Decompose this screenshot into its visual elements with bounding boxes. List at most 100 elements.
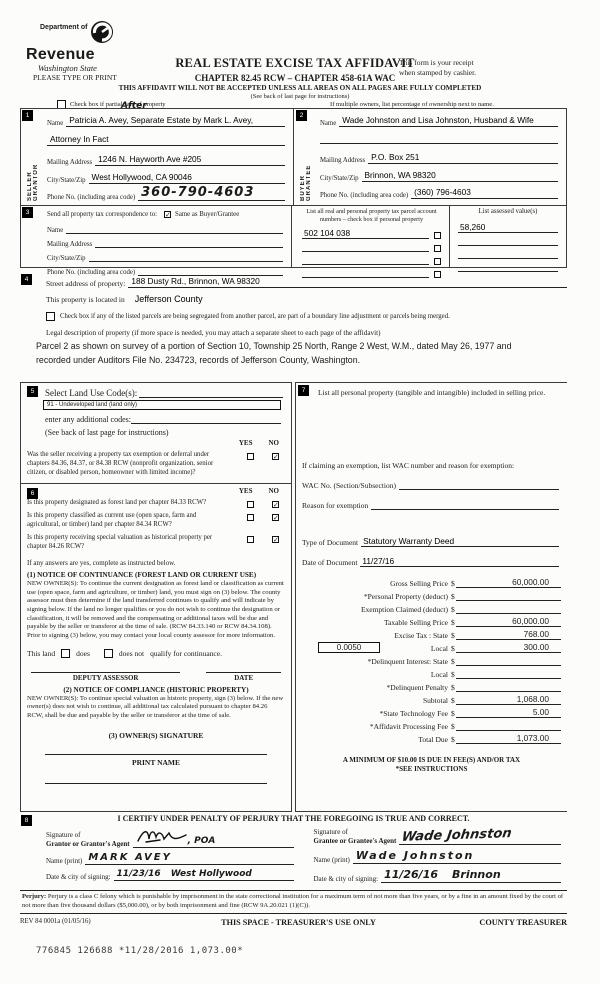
seller-mailing-field[interactable]: 1246 N. Hayworth Ave #205: [95, 154, 285, 166]
reason-field[interactable]: [371, 501, 559, 510]
parcel-personal-checkbox-4[interactable]: [434, 270, 441, 278]
delinquent-local-field[interactable]: [455, 669, 561, 679]
deputy-assessor-line[interactable]: DEPUTY ASSESSOR: [31, 671, 181, 682]
type-of-document-label: Type of Document: [302, 537, 359, 547]
seller-city-field[interactable]: West Hollywood, CA 90046: [88, 172, 285, 184]
current-use-no-checkbox[interactable]: ✓: [272, 514, 279, 523]
exemption-deduct-label: Exemption Claimed (deduct): [360, 604, 448, 614]
parcel-personal-checkbox-2[interactable]: [434, 244, 441, 252]
grantee-print-name-field[interactable]: Wade Johnston: [352, 849, 561, 864]
logo-revenue-text: Revenue: [26, 46, 95, 63]
no-header: NO: [268, 439, 280, 447]
buyer-mailing-field[interactable]: P.O. Box 251: [368, 152, 558, 164]
personal-deduct-field[interactable]: [455, 591, 561, 601]
assessor-date-line[interactable]: DATE: [206, 671, 281, 682]
same-as-buyer-checkbox[interactable]: ✓: [164, 211, 172, 219]
date-of-document-label: Date of Document: [302, 557, 358, 567]
taxable-field[interactable]: 60,000.00: [455, 616, 561, 627]
does-not-label: does not: [118, 648, 145, 658]
parcel-field-3[interactable]: [302, 256, 429, 265]
delinquent-penalty-field[interactable]: [455, 682, 561, 692]
buyer-name-field-2[interactable]: [320, 134, 558, 144]
wac-field[interactable]: [398, 481, 559, 490]
street-address-field[interactable]: 188 Dusty Rd., Brinnon, WA 98320: [128, 276, 567, 288]
tech-fee-field[interactable]: 5.00: [455, 707, 561, 718]
section-2-marker: 2: [296, 110, 307, 121]
land-use-code-field[interactable]: 91 - Undeveloped land (land only): [43, 400, 281, 410]
subtotal-field[interactable]: 1,068.00: [455, 694, 561, 705]
exemption-deduct-field[interactable]: [455, 604, 561, 614]
handwritten-annotation: After: [121, 101, 147, 111]
assessed-field-1[interactable]: 58,260: [458, 222, 558, 234]
print-name-line[interactable]: [45, 782, 267, 784]
seller-name-field[interactable]: Patricia A. Avey, Separate Estate by Mar…: [66, 115, 285, 127]
current-use-yes-checkbox[interactable]: [247, 514, 254, 522]
additional-codes-field[interactable]: [130, 415, 281, 424]
processing-fee-field[interactable]: [455, 721, 561, 731]
assessed-field-2[interactable]: [458, 237, 558, 247]
historic-yes-checkbox[interactable]: [247, 536, 254, 544]
historic-question: Is this property receiving special valua…: [27, 534, 213, 550]
corr-city-field[interactable]: [88, 252, 283, 262]
type-of-document-field[interactable]: Statutory Warranty Deed: [361, 536, 559, 547]
forest-no-checkbox[interactable]: ✓: [272, 501, 279, 510]
grantor-print-name-field[interactable]: MARK AVEY: [85, 852, 294, 865]
total-due-label: Total Due: [418, 734, 448, 744]
minimum-fee-note: A MINIMUM OF $10.00 IS DUE IN FEE(S) AND…: [342, 755, 521, 764]
corr-phone-field[interactable]: [138, 266, 283, 276]
buyer-phone-field[interactable]: (360) 796-4603: [411, 187, 558, 199]
segregated-checkbox[interactable]: [46, 312, 55, 321]
does-not-qualify-checkbox[interactable]: [103, 648, 113, 658]
gross-field[interactable]: 60,000.00: [455, 577, 561, 588]
excise-local-field[interactable]: 300.00: [455, 642, 561, 653]
grantor-signature-field[interactable]: , POA: [132, 828, 294, 848]
excise-state-field[interactable]: 768.00: [455, 629, 561, 640]
notice-compliance-title: (2) NOTICE OF COMPLIANCE (HISTORIC PROPE…: [63, 685, 249, 694]
parcel-personal-checkbox-1[interactable]: [434, 231, 441, 239]
buyer-phone-label: Phone No. (including area code): [320, 192, 409, 199]
exemption-no-checkbox[interactable]: ✓: [272, 453, 279, 461]
assessed-field-3[interactable]: [458, 250, 558, 260]
notice-continuance-body: NEW OWNER(S): To continue the current de…: [27, 579, 284, 640]
seller-phone-field[interactable]: 360-790-4603: [138, 186, 285, 201]
yes-header: YES: [238, 439, 253, 447]
forest-land-question: Is this property designated as forest la…: [27, 499, 207, 507]
parcel-personal-checkbox-3[interactable]: [434, 257, 441, 265]
acceptance-warning: THIS AFFIDAVIT WILL NOT BE ACCEPTED UNLE…: [118, 84, 482, 92]
property-location-section: 4 Street address of property: 188 Dusty …: [20, 272, 567, 367]
does-qualify-checkbox[interactable]: [61, 648, 71, 658]
money-rows: Gross Selling Price $60,000.00 *Personal …: [296, 575, 567, 744]
date-of-document-field[interactable]: 11/27/16: [360, 556, 559, 567]
grantee-signature-field[interactable]: Wade Johnston: [399, 826, 561, 845]
yes-header-2: YES: [238, 487, 253, 496]
delinquent-state-label: *Delinquent Interest: State: [367, 656, 448, 666]
county-field[interactable]: Jefferson County: [134, 294, 203, 304]
parcel-field-2[interactable]: [302, 243, 429, 252]
located-in-label: This property is located in: [46, 294, 125, 304]
buyer-name-field[interactable]: Wade Johnston and Lisa Johnston, Husband…: [339, 115, 558, 127]
corr-name-field[interactable]: [66, 224, 283, 234]
buyer-section: 2 BUYER GRANTEE Name Wade Johnston and L…: [293, 109, 566, 205]
historic-no-checkbox[interactable]: ✓: [272, 536, 279, 545]
exemption-yes-checkbox[interactable]: [247, 453, 254, 460]
parcel-field-4[interactable]: [302, 269, 429, 278]
assessed-field-4[interactable]: [458, 263, 558, 273]
corr-mailing-field[interactable]: [95, 238, 283, 248]
local-rate-box[interactable]: 0.0050: [318, 641, 380, 653]
section-1-marker: 1: [22, 110, 33, 121]
parties-block: 1 SELLER GRANTOR After Name Patricia A. …: [20, 101, 567, 206]
perjury-notice: Perjury: Perjury is a class C felony whi…: [20, 890, 567, 915]
parcel-field-1[interactable]: 502 104 038: [302, 228, 429, 239]
buyer-city-field[interactable]: Brinnon, WA 98320: [361, 170, 558, 182]
section-8-marker: 8: [21, 815, 32, 826]
tech-fee-label: *State Technology Fee: [379, 708, 449, 718]
delinquent-state-field[interactable]: [455, 656, 561, 666]
seller-name-field-2[interactable]: Attorney In Fact: [47, 134, 285, 146]
grantor-date-city-field[interactable]: 11/23/16 West Hollywood: [113, 869, 294, 881]
grantee-date-city-field[interactable]: 11/26/16 Brinnon: [381, 868, 561, 883]
exemption-intro: If claiming an exemption, list WAC numbe…: [302, 460, 515, 470]
owners-signature-line[interactable]: [45, 753, 267, 755]
total-due-field[interactable]: 1,073.00: [455, 733, 561, 744]
please-type-note: PLEASE TYPE OR PRINT: [33, 73, 117, 82]
forest-yes-checkbox[interactable]: [247, 501, 254, 509]
